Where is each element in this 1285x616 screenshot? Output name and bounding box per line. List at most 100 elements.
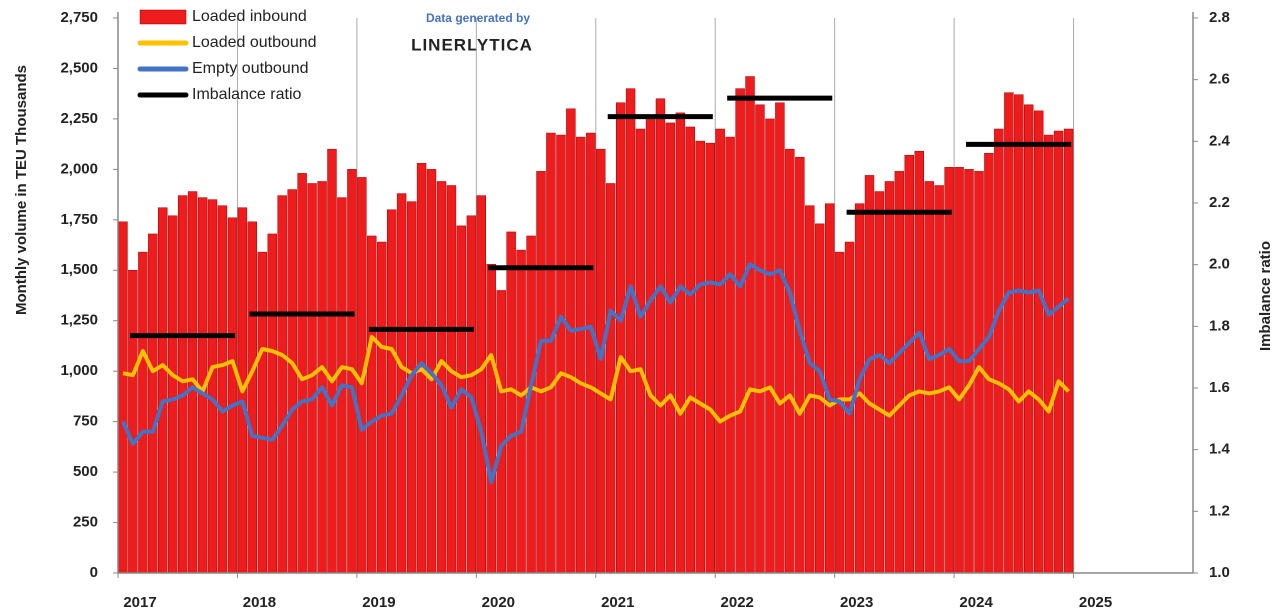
bar xyxy=(227,217,238,574)
bar xyxy=(765,118,775,574)
bar xyxy=(436,181,447,574)
y2-tick-label: 2.2 xyxy=(1209,194,1230,211)
bar xyxy=(864,175,875,574)
bar xyxy=(805,205,815,574)
bar xyxy=(217,205,228,574)
bar xyxy=(775,102,785,574)
y2-tick-label: 2.6 xyxy=(1209,71,1230,88)
y2-tick-label: 1.0 xyxy=(1209,564,1230,581)
bar xyxy=(566,108,576,574)
bars xyxy=(118,76,1074,574)
bar xyxy=(177,195,188,574)
bar xyxy=(277,195,287,574)
bar xyxy=(795,157,805,574)
bar xyxy=(586,132,596,574)
bar xyxy=(1014,94,1024,574)
bar xyxy=(944,167,954,574)
y-tick-label: 500 xyxy=(73,463,98,480)
bar xyxy=(406,201,417,574)
bar xyxy=(546,132,556,574)
bar xyxy=(247,221,258,574)
legend-label: Imbalance ratio xyxy=(192,86,301,103)
bar xyxy=(695,140,705,574)
bar xyxy=(884,181,895,574)
y2-tick-label: 2.4 xyxy=(1209,132,1231,149)
grid xyxy=(117,18,1075,573)
bar xyxy=(267,233,277,574)
y-tick-label: 2,250 xyxy=(60,110,98,127)
bar xyxy=(496,290,506,574)
y-tick-label: 2,000 xyxy=(60,160,98,177)
bar xyxy=(685,126,696,574)
y2-tick-label: 2.0 xyxy=(1209,256,1230,273)
bar xyxy=(1053,130,1064,574)
y-axis-label: Monthly volume in TEU Thousands xyxy=(13,65,30,315)
legend: Loaded inbound Loaded outbound Empty outbo… xyxy=(137,8,317,103)
bar xyxy=(158,207,168,574)
x-tick-label: 2020 xyxy=(482,594,515,611)
bar xyxy=(834,251,845,574)
x-tick-label: 2025 xyxy=(1079,594,1112,611)
bar xyxy=(446,185,457,574)
y2-axis-label: Imbalance ratio xyxy=(1257,241,1274,351)
bar xyxy=(476,195,486,574)
x-tick-label: 2017 xyxy=(123,594,156,611)
bar xyxy=(625,88,636,574)
bar xyxy=(257,251,268,574)
bar xyxy=(396,193,407,574)
x-tick-label: 2022 xyxy=(721,594,754,611)
y2-tick-label: 1.4 xyxy=(1209,441,1231,458)
y-tick-label: 0 xyxy=(90,564,98,581)
y-tick-label: 1,500 xyxy=(60,261,98,278)
bar xyxy=(168,215,178,574)
line-series xyxy=(122,334,1071,424)
bar xyxy=(506,231,516,574)
line-series xyxy=(121,262,1070,485)
ratio-segments xyxy=(129,95,1072,339)
bar xyxy=(904,154,914,574)
bar xyxy=(148,233,158,574)
bar xyxy=(367,235,377,574)
bar xyxy=(317,181,327,574)
y-tick-label: 1,250 xyxy=(60,312,98,329)
legend-label: Loaded inbound xyxy=(192,8,307,25)
bar xyxy=(536,171,546,574)
bar xyxy=(984,152,994,574)
bar xyxy=(954,167,964,574)
y-tick-label: 1,000 xyxy=(60,362,98,379)
bar xyxy=(1043,134,1054,574)
y2-tick-label: 1.8 xyxy=(1209,317,1230,334)
bar xyxy=(207,199,218,574)
bar xyxy=(655,98,666,574)
bar xyxy=(924,181,934,574)
bar xyxy=(486,263,496,574)
bar xyxy=(327,148,337,574)
bar xyxy=(715,128,725,574)
bar xyxy=(874,191,885,574)
bar xyxy=(456,225,467,574)
bar xyxy=(377,241,387,574)
x-tick-label: 2021 xyxy=(601,594,634,611)
y-tick-label: 750 xyxy=(73,413,98,430)
y-tick-label: 1,750 xyxy=(60,211,98,228)
bar xyxy=(755,104,765,574)
watermark-caption: Data generated by xyxy=(426,11,530,25)
bar xyxy=(994,128,1004,574)
bar xyxy=(387,209,397,574)
bar xyxy=(894,171,905,574)
bar xyxy=(1034,110,1044,574)
watermark-brand: LINERLYTICA xyxy=(411,35,533,54)
bar xyxy=(138,251,148,574)
y-tick-label: 2,500 xyxy=(60,59,98,76)
y2-tick-label: 2.8 xyxy=(1209,9,1230,26)
bar xyxy=(556,134,566,574)
bar xyxy=(635,128,646,574)
bar xyxy=(615,102,626,574)
y2-tick-label: 1.6 xyxy=(1209,379,1230,396)
y-tick-label: 2,750 xyxy=(60,9,98,26)
bar xyxy=(128,270,138,574)
bar xyxy=(1004,92,1014,574)
bar xyxy=(705,142,715,574)
